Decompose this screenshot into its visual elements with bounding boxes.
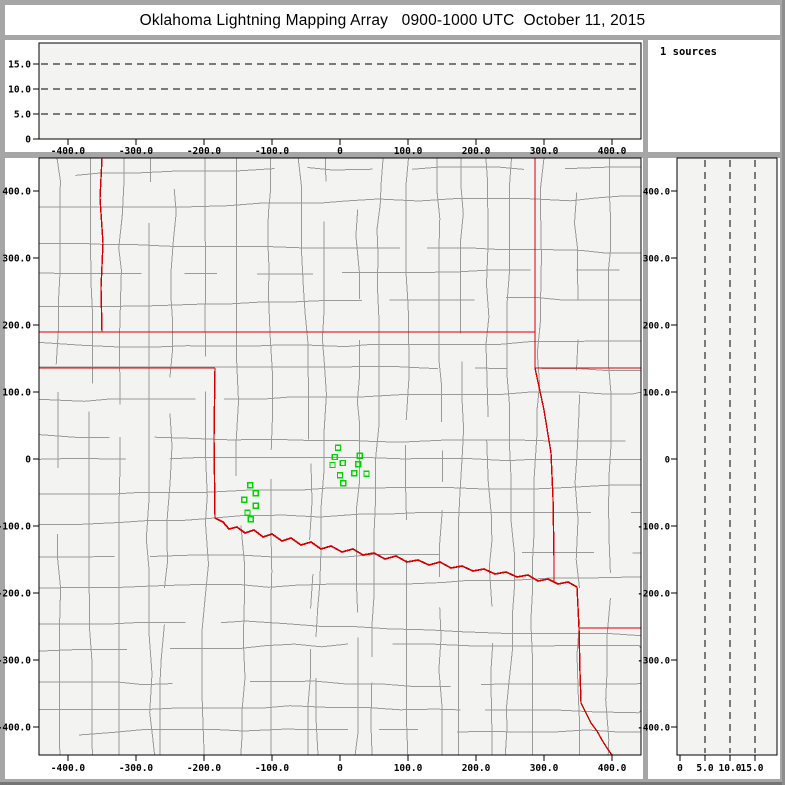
station-markers [240,444,370,523]
tick-label: -300.0 [119,146,154,157]
state-borders [39,158,641,755]
tick-label: -200.0 [187,763,222,774]
tick-label: 15.0 [8,60,31,71]
tick-label: 0 [665,456,670,466]
state-border-colorado-kansas [99,158,104,333]
ew-altitude-plot[interactable] [38,42,642,140]
tick-label: 0 [25,135,31,146]
tick-label: -200.0 [637,590,670,600]
tick-label: 200.0 [643,322,670,332]
window-frame-bevel-right [782,0,785,785]
window-title: Oklahoma Lightning Mapping Array 0900-10… [5,5,780,35]
tick-label: 300.0 [530,763,559,774]
tick-label: -300.0 [119,763,154,774]
tick-label: -100.0 [637,523,670,533]
window-frame-bevel-bottom [0,782,785,785]
tick-label: -300.0 [0,655,31,666]
tick-label: 200.0 [462,146,491,157]
tick-label: -400.0 [637,723,670,733]
tick-label: 200.0 [2,321,31,332]
tick-label: 0 [25,455,31,466]
ns-altitude-panel[interactable]: 400.0 300.0 200.0 100.0 0 -100.0 -200.0 -300.0 -… [637,157,780,779]
state-border-red-river [214,517,578,588]
ew-altitude-panel[interactable]: 15.0 10.0 5.0 0 -400.0 -300.0 -200.0 -100.0 0 100… [5,40,643,157]
tick-label: 300.0 [530,146,559,157]
tick-label: 200.0 [462,763,491,774]
station-marker [247,516,255,523]
state-border-texas-arkansas [576,586,580,629]
tick-label: -200.0 [0,589,31,600]
tick-label: 400.0 [598,146,627,157]
tick-label: -200.0 [187,146,222,157]
state-border-oklahoma-arkansas [534,367,555,583]
station-marker [334,444,342,451]
tick-label: 10.0 [719,763,742,774]
station-marker [240,496,248,504]
station-marker [244,509,251,516]
tick-label: -400.0 [51,763,86,774]
tick-label: 15.0 [741,763,764,774]
tick-label: 0 [337,763,343,774]
station-marker [339,459,346,467]
tick-label: 5.0 [696,763,713,774]
state-border-texas-louisiana [578,627,613,755]
tick-label: 300.0 [2,254,31,265]
tick-label: -400.0 [51,146,86,157]
altitude-gridlines [704,160,756,753]
station-marker [252,490,259,497]
ns-altitude-plot[interactable] [676,157,778,756]
tick-label: -400.0 [0,722,31,733]
tick-label: 100.0 [394,146,423,157]
plan-view-map-panel[interactable]: 400.0 300.0 200.0 100.0 0 -100.0 -200.0 -300.0 -… [0,157,643,779]
tick-label: 300.0 [643,255,670,265]
station-marker [363,470,370,477]
tick-label: 10.0 [8,85,31,96]
station-marker [329,461,336,469]
station-marker [246,481,254,489]
title-text: Oklahoma Lightning Mapping Array 0900-10… [139,12,646,29]
altitude-gridlines [41,63,641,115]
tick-label: 100.0 [643,389,670,399]
sources-count-panel: 1 sources [648,40,780,152]
tick-label: 400.0 [2,187,31,198]
station-marker [355,461,362,468]
station-marker [351,469,358,477]
tick-label: -100.0 [255,763,290,774]
station-marker [356,452,363,459]
tick-label: -300.0 [637,656,670,666]
tick-label: 0 [337,146,343,157]
sources-count-label: 1 sources [660,46,717,58]
tick-label: 400.0 [643,188,670,198]
tick-label: -100.0 [255,146,290,157]
tick-label: 5.0 [14,110,31,121]
station-marker [336,471,344,479]
state-border-texas-oklahoma-100W [213,367,216,519]
tick-label: 0 [677,763,683,774]
station-marker [252,502,259,510]
county-boundaries [39,158,641,755]
tick-label: 100.0 [394,763,423,774]
tick-label: 100.0 [2,388,31,399]
station-marker [331,453,338,461]
station-marker [340,479,347,487]
tick-label: -100.0 [0,522,31,533]
tick-label: 400.0 [598,763,627,774]
